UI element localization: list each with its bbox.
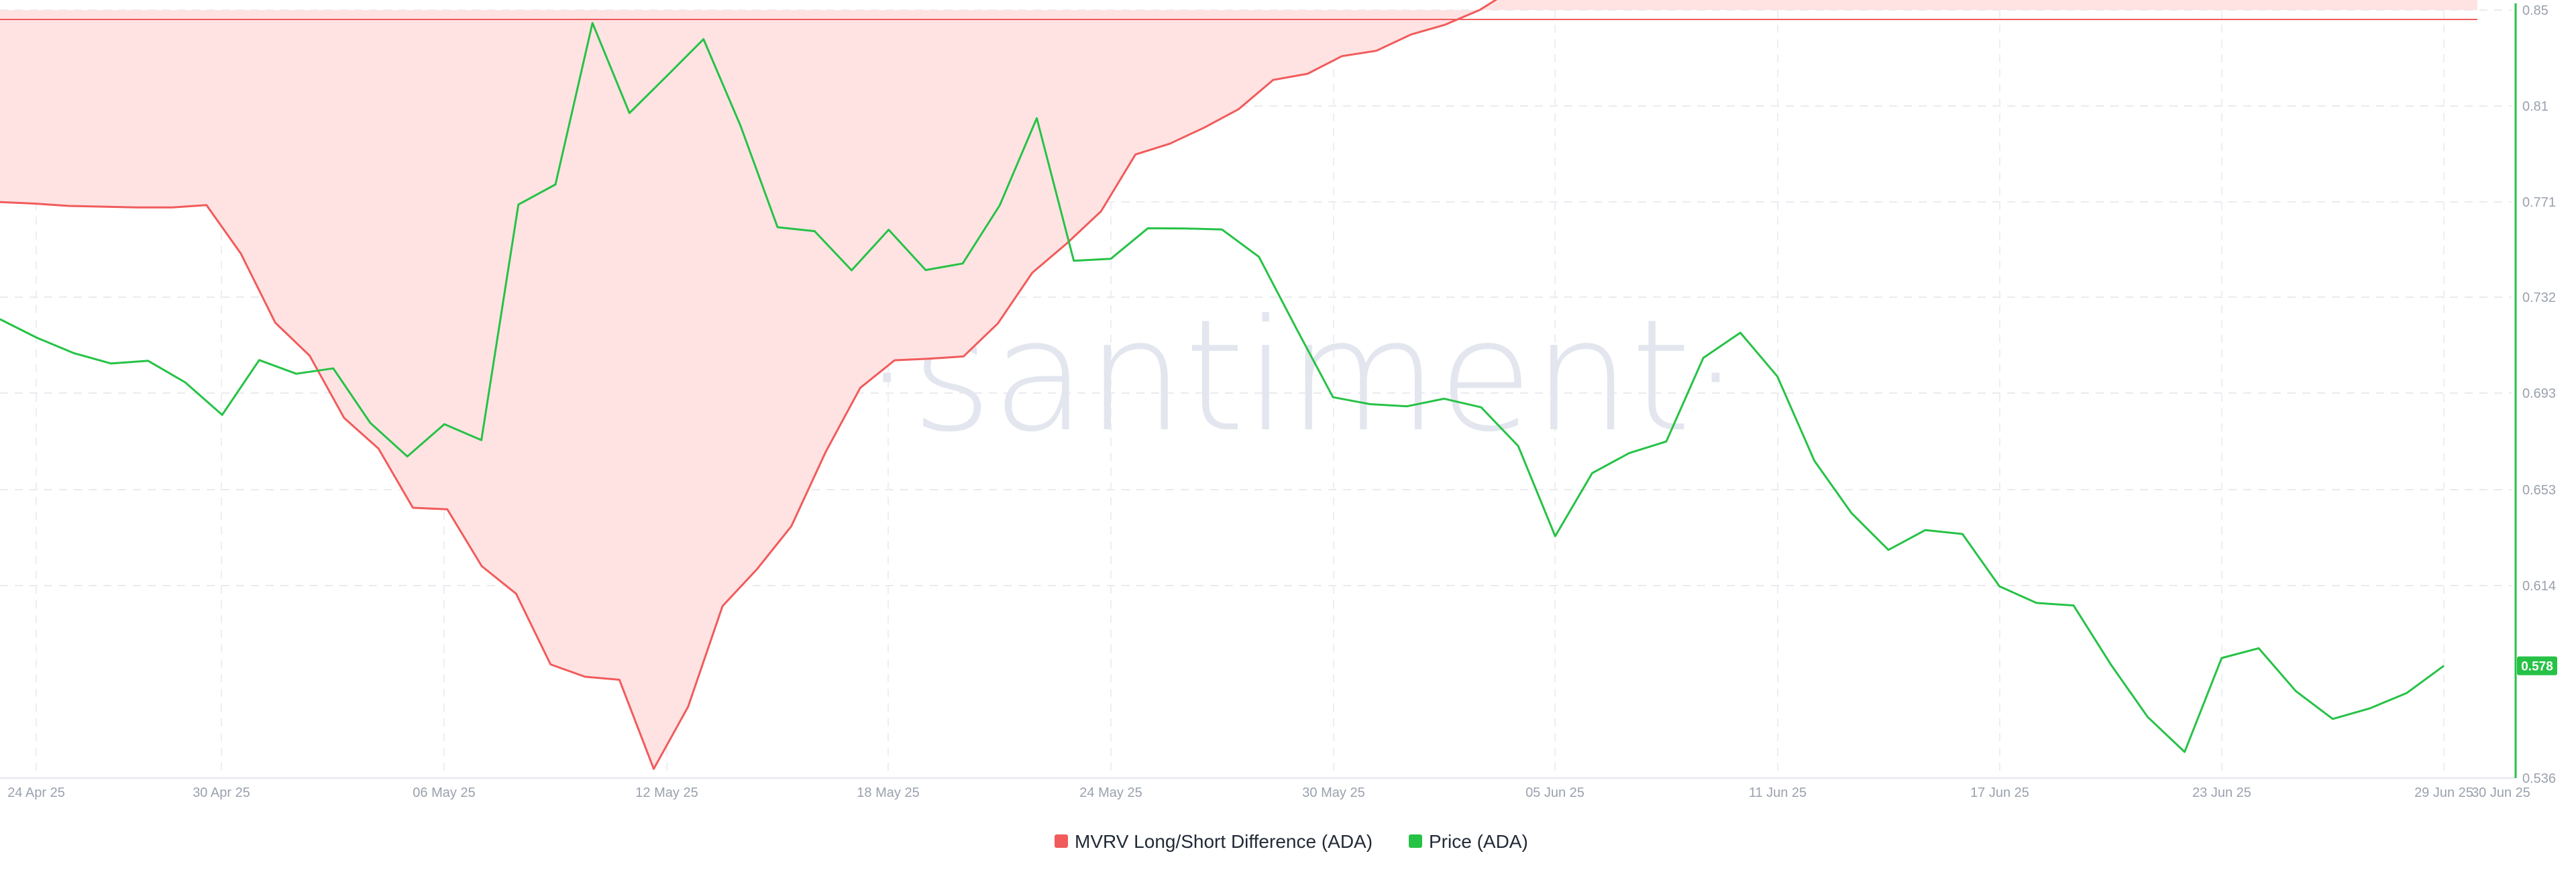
mvrv-series xyxy=(0,0,2477,770)
axes xyxy=(0,3,2517,779)
x-tick-label: 30 Jun 25 xyxy=(2471,785,2530,800)
santiment-watermark: ·santiment· xyxy=(863,287,1740,466)
legend-swatch xyxy=(1409,834,1422,848)
legend-label: Price (ADA) xyxy=(1429,831,1528,852)
price-badge-background xyxy=(2517,656,2557,675)
legend-label: MVRV Long/Short Difference (ADA) xyxy=(1075,831,1373,852)
x-tick-label: 23 Jun 25 xyxy=(2192,785,2251,800)
y-tick-label: 0.732 xyxy=(2522,290,2556,305)
x-tick-label: 29 Jun 25 xyxy=(2414,785,2473,800)
x-tick-label: 06 May 25 xyxy=(413,785,475,800)
mvrv-line xyxy=(0,0,1498,770)
current-price-badge: 0.578 xyxy=(2517,656,2557,675)
legend-swatch xyxy=(1055,834,1068,848)
x-tick-label: 17 Jun 25 xyxy=(1970,785,2029,800)
x-tick-label: 11 Jun 25 xyxy=(1749,785,1807,800)
x-tick-label: 05 Jun 25 xyxy=(1525,785,1585,800)
y-tick-label: 0.536 xyxy=(2522,771,2556,786)
x-tick-label: 30 Apr 25 xyxy=(193,785,250,800)
mvrv-area-fill xyxy=(0,0,2477,769)
x-tick-label: 24 May 25 xyxy=(1079,785,1142,800)
y-tick-label: 0.85 xyxy=(2522,3,2548,18)
x-tick-label: 30 May 25 xyxy=(1302,785,1364,800)
y-tick-label: 0.693 xyxy=(2522,386,2556,401)
y-tick-label: 0.653 xyxy=(2522,483,2556,498)
y-tick-label: 0.614 xyxy=(2522,579,2556,594)
chart-legend[interactable]: MVRV Long/Short Difference (ADA) Price (A… xyxy=(1055,831,1528,852)
legend-item-price[interactable]: Price (ADA) xyxy=(1409,831,1528,852)
legend-item-mvrv[interactable]: MVRV Long/Short Difference (ADA) xyxy=(1055,831,1373,852)
price-badge-text: 0.578 xyxy=(2521,660,2553,674)
y-tick-label: 0.81 xyxy=(2522,99,2548,114)
y-tick-label: 0.771 xyxy=(2522,195,2556,210)
price-line xyxy=(0,21,2445,753)
x-tick-label: 12 May 25 xyxy=(635,785,698,800)
y-axis-tick-labels: 0.85 0.81 0.771 0.732 0.693 0.653 0.614 0.536 xyxy=(2522,3,2556,786)
price-series xyxy=(0,21,2445,753)
x-tick-label: 24 Apr 25 xyxy=(7,785,65,800)
x-tick-label: 18 May 25 xyxy=(857,785,919,800)
x-axis-tick-labels: 24 Apr 25 30 Apr 25 06 May 25 12 May 25 18 M… xyxy=(7,785,2530,800)
